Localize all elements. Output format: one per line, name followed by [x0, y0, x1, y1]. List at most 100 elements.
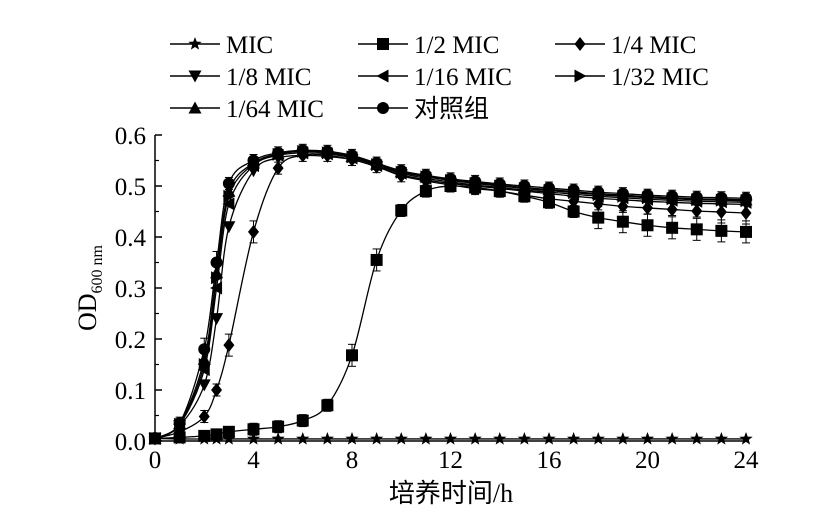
data-point — [715, 205, 727, 220]
series-1-2-mic — [149, 179, 752, 445]
data-point — [592, 211, 605, 224]
data-point — [592, 186, 605, 199]
data-point — [642, 200, 653, 215]
legend-item-1-8-mic: 1/8 MIC — [170, 64, 311, 91]
data-point — [296, 414, 309, 427]
data-point — [567, 184, 580, 197]
series-line — [154, 150, 747, 440]
data-point — [740, 225, 752, 238]
data-point — [370, 253, 383, 266]
data-point — [173, 417, 186, 430]
legend-marker — [188, 101, 202, 114]
data-point — [222, 177, 235, 190]
legend-marker — [574, 37, 586, 51]
y-tick-label: 0.5 — [115, 174, 146, 201]
data-point — [666, 202, 678, 217]
data-point — [223, 338, 235, 353]
y-tick-label: 0.4 — [115, 225, 147, 252]
data-point — [740, 206, 752, 221]
legend-marker — [188, 70, 202, 83]
data-point — [518, 180, 531, 192]
data-point — [517, 431, 532, 445]
data-point — [616, 431, 630, 445]
legend-item-control: 对照组 — [358, 95, 489, 123]
x-tick-label: 24 — [734, 447, 760, 474]
data-point — [198, 429, 211, 442]
legend: MIC 1/2 MIC 1/4 MIC 1/8 MIC 1/16 MIC 1/32 MIC… — [170, 32, 709, 123]
y-tick-label: 0.1 — [115, 378, 146, 405]
data-point — [222, 425, 235, 438]
data-point — [493, 177, 506, 190]
y-tick-label: 0.3 — [115, 276, 146, 303]
data-point — [346, 149, 358, 162]
legend-marker — [188, 37, 202, 50]
data-point — [321, 145, 334, 158]
data-point — [271, 431, 285, 445]
legend-label: 1/32 MIC — [611, 64, 709, 91]
data-point — [641, 219, 654, 232]
data-point — [419, 185, 432, 198]
data-point — [666, 190, 679, 203]
legend-marker — [574, 69, 587, 83]
x-axis-title: 培养时间/h — [389, 479, 513, 508]
data-point — [222, 431, 236, 445]
legend-item-1-4-mic: 1/4 MIC — [555, 32, 696, 59]
legend-label: 1/16 MIC — [414, 64, 512, 91]
legend-label: MIC — [226, 32, 273, 59]
data-point — [419, 169, 432, 182]
data-point — [272, 146, 285, 159]
x-tick-label: 12 — [438, 447, 463, 474]
data-point — [715, 191, 728, 204]
data-point — [616, 187, 629, 200]
data-point — [346, 349, 358, 362]
data-point — [690, 223, 703, 236]
data-point — [419, 431, 433, 445]
data-point — [641, 189, 654, 202]
legend-label: 1/64 MIC — [226, 96, 324, 123]
data-point — [198, 409, 210, 424]
data-point — [617, 199, 629, 214]
data-point — [210, 281, 223, 295]
data-point — [690, 191, 703, 204]
plot-area — [148, 143, 753, 446]
x-tick-label: 8 — [346, 447, 359, 474]
data-point — [198, 343, 211, 356]
data-point — [715, 224, 728, 237]
data-point — [616, 215, 629, 228]
y-tick-label: 0.6 — [115, 123, 146, 150]
axes: 0.0 0.1 0.2 0.3 0.4 0.5 0.6 0 4 8 12 16 20 24 — [115, 123, 759, 474]
legend-label: 对照组 — [414, 95, 489, 123]
legend-label: 1/4 MIC — [611, 32, 696, 59]
data-point — [666, 221, 679, 234]
y-axis-title: OD600 nm — [73, 244, 106, 331]
data-point — [665, 431, 679, 445]
legend-marker — [376, 69, 389, 83]
y-tick-label: 0.2 — [115, 327, 146, 354]
series-control — [149, 143, 752, 444]
data-point — [395, 204, 408, 217]
data-point — [296, 144, 309, 157]
data-point — [321, 399, 334, 412]
x-tick-label: 16 — [537, 447, 562, 474]
series-line — [154, 150, 747, 440]
data-point — [247, 423, 260, 436]
data-point — [370, 157, 383, 170]
data-point — [369, 431, 384, 445]
legend-item-1-2-mic: 1/2 MIC — [358, 32, 499, 59]
data-point — [691, 203, 703, 218]
data-point — [210, 256, 223, 269]
data-point — [247, 154, 260, 167]
series-line — [154, 149, 747, 439]
data-point — [248, 224, 259, 239]
data-point — [468, 431, 482, 445]
data-point — [222, 221, 236, 234]
data-point — [714, 431, 729, 445]
data-point — [566, 431, 581, 445]
data-point — [567, 205, 580, 218]
data-point — [444, 172, 457, 185]
x-tick-label: 4 — [247, 447, 260, 474]
legend-item-1-16-mic: 1/16 MIC — [358, 64, 512, 91]
data-point — [211, 383, 223, 397]
data-point — [272, 161, 284, 176]
